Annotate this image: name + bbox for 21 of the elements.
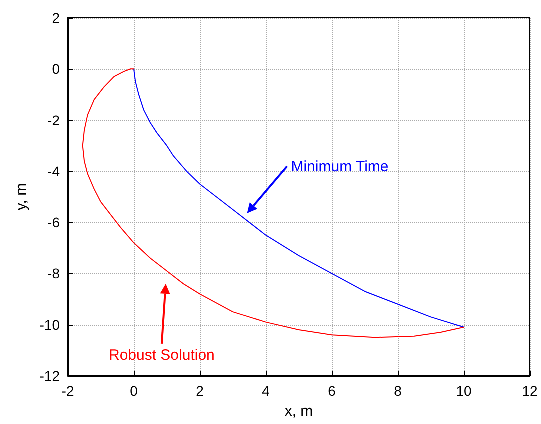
x-tick-label: 2	[196, 383, 204, 399]
x-tick-label: 4	[262, 383, 270, 399]
x-tick-label: 12	[522, 383, 538, 399]
y-tick-label: -10	[40, 316, 60, 333]
y-tick-label: 0	[52, 61, 60, 78]
annotation: Minimum Time	[291, 158, 389, 176]
x-axis-title: x, m	[284, 403, 314, 420]
y-tick-label: -2	[48, 112, 60, 128]
y-tick-label: -8	[48, 266, 60, 282]
y-tick-label: 2	[52, 10, 60, 26]
x-tick-label: 8	[394, 383, 402, 399]
x-tick-label: 6	[328, 383, 336, 399]
line-series	[82, 68, 464, 338]
x-tick-label: 10	[456, 383, 472, 399]
y-axis-title: y, m	[12, 183, 30, 211]
y-tick-label: -4	[48, 163, 60, 180]
y-tick-label: -12	[40, 368, 60, 384]
line-series	[134, 68, 464, 328]
x-tick-label: 0	[130, 383, 138, 399]
y-tick-label: -6	[48, 214, 60, 231]
annotation: Robust Solution	[108, 346, 215, 364]
